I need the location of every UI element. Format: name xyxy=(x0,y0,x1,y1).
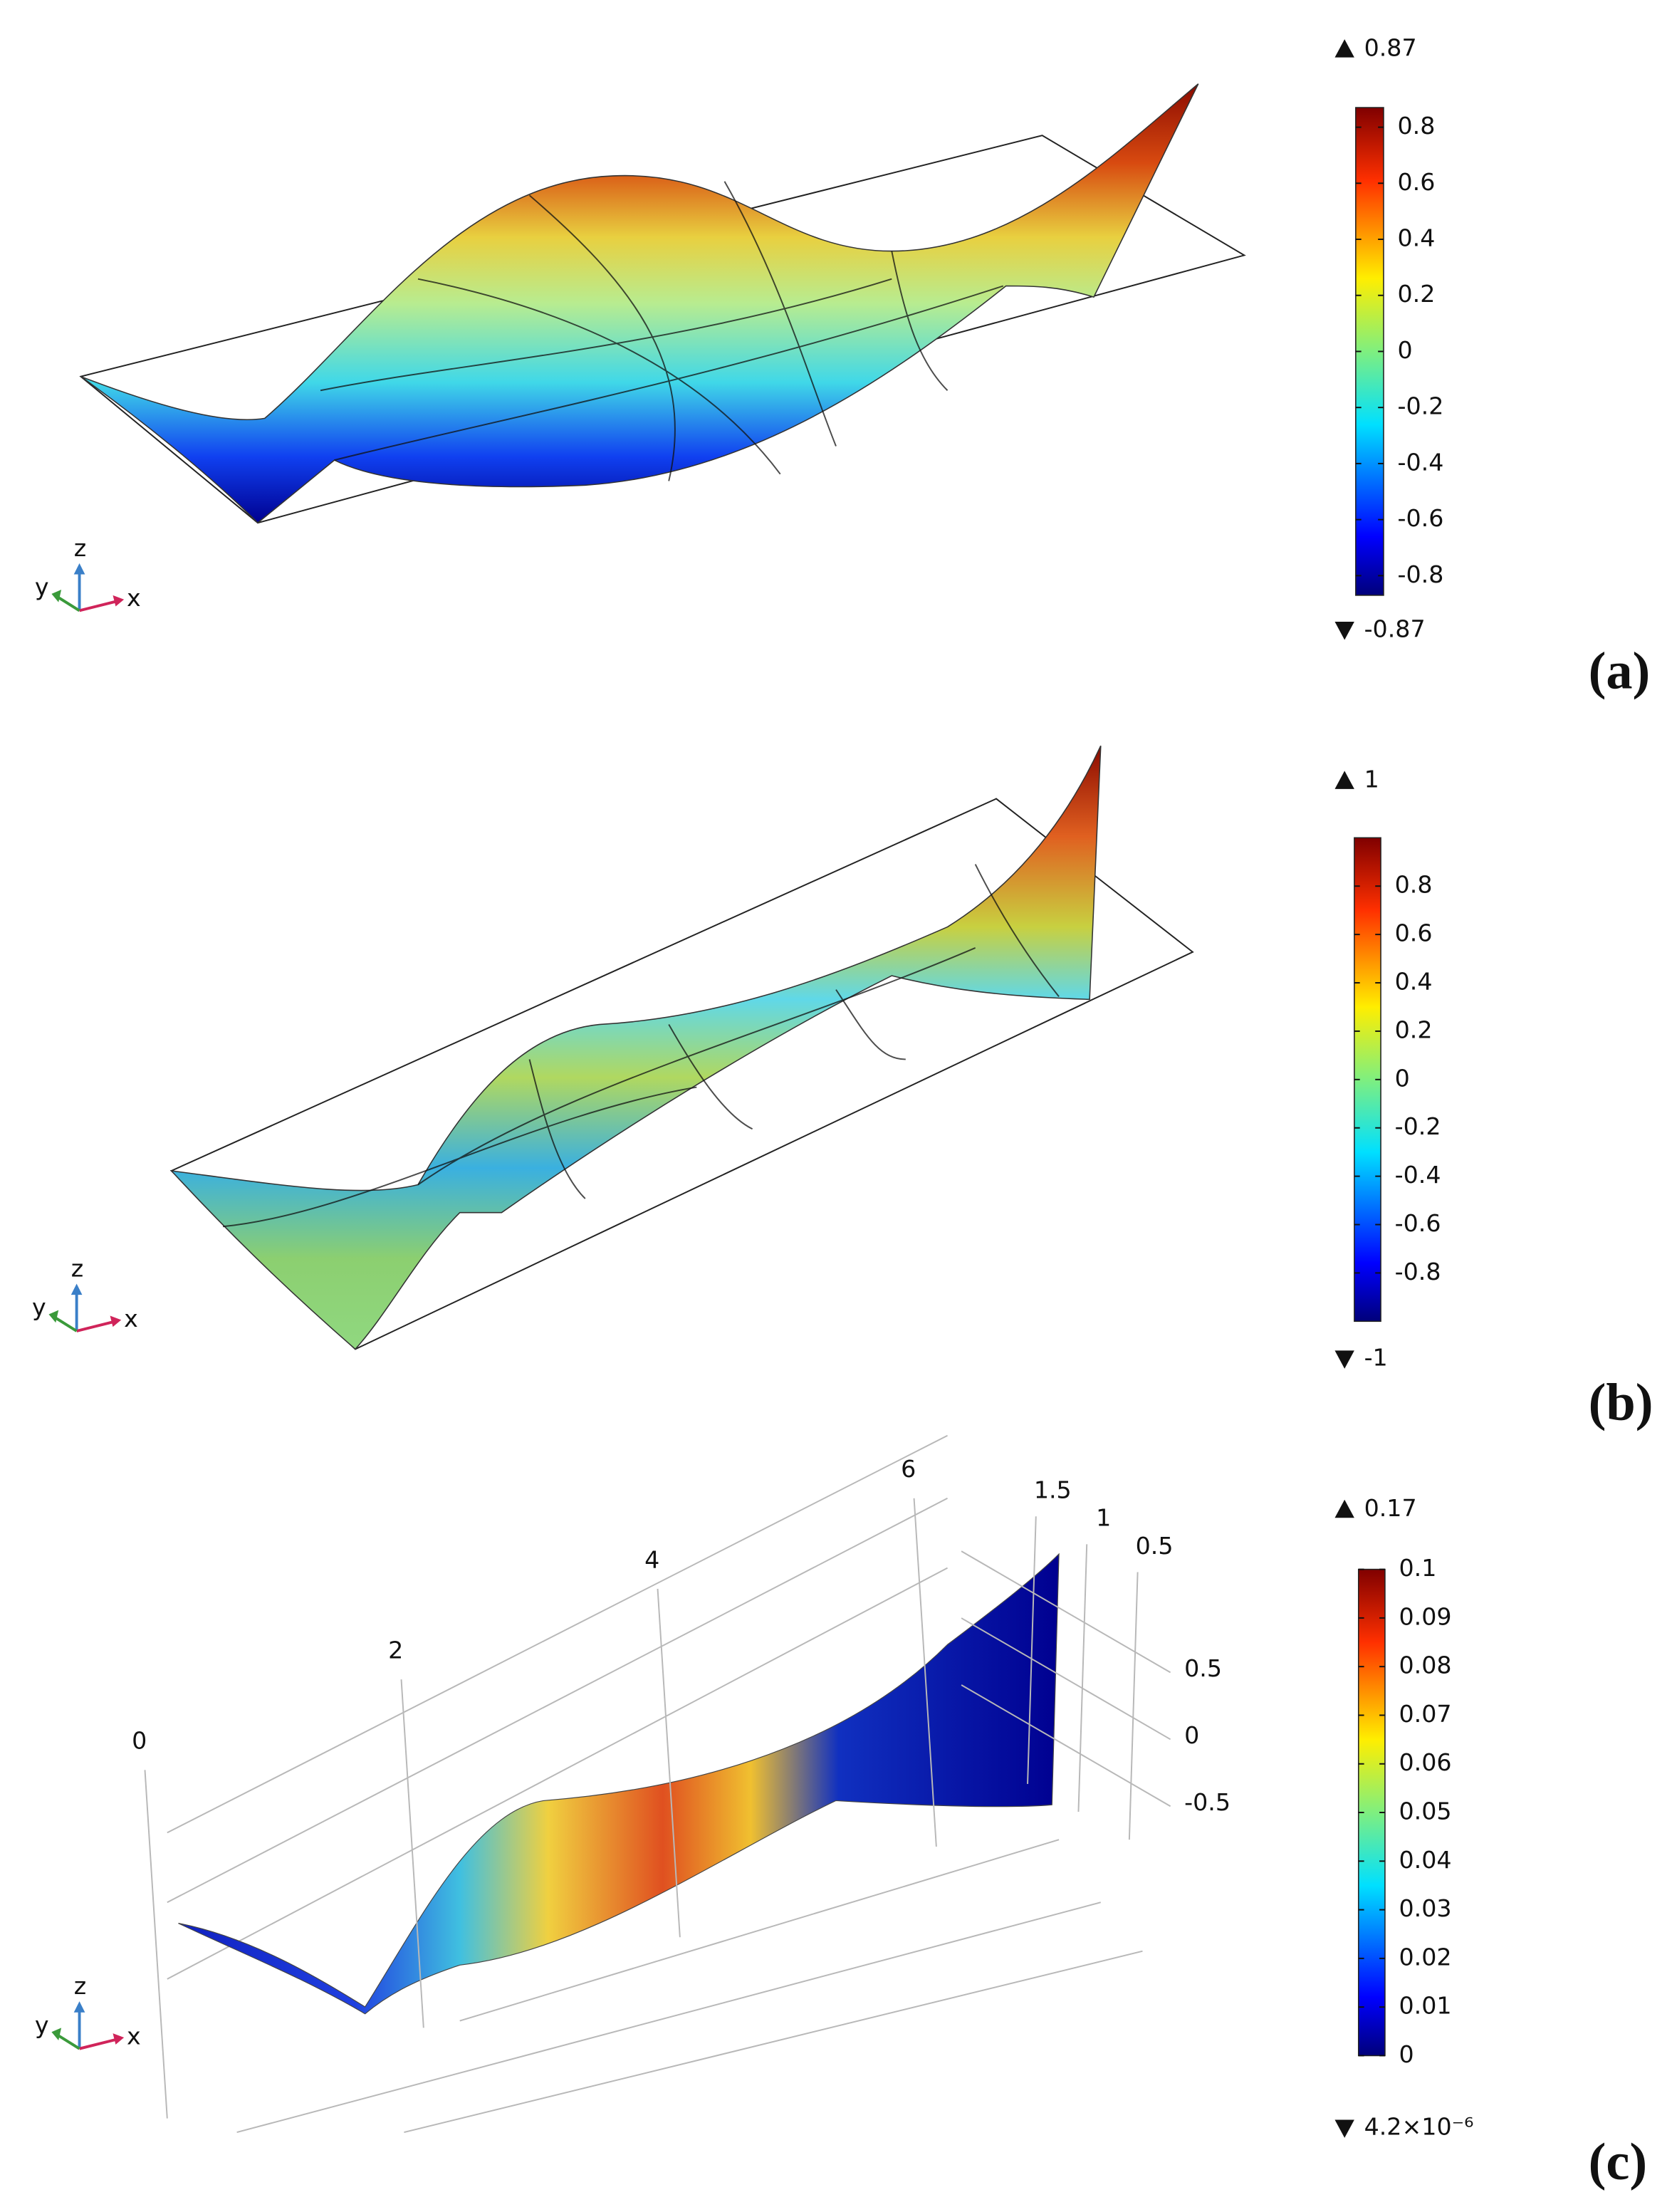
colorbar-tick-label: 0.05 xyxy=(1399,1798,1451,1825)
colorbar-min: 4.2×10⁻⁶ xyxy=(1364,2113,1474,2141)
colorbar-min: -0.87 xyxy=(1364,615,1426,642)
x-tick-label: 6 xyxy=(901,1455,916,1483)
y-tick-label: 1 xyxy=(1096,1504,1111,1532)
colorbar-tick-label: 0.2 xyxy=(1395,1016,1433,1043)
grid-line xyxy=(913,1498,937,1847)
triad-x xyxy=(79,2038,119,2050)
max-marker xyxy=(1334,39,1354,58)
colorbar-tick-label: 0.2 xyxy=(1398,280,1436,308)
min-marker xyxy=(1334,622,1354,640)
triad-x-head xyxy=(113,595,125,607)
colorbar-tick-label: 0 xyxy=(1395,1064,1410,1092)
grid-line xyxy=(961,1550,1171,1674)
min-marker xyxy=(1334,2119,1354,2138)
colorbar-min: -1 xyxy=(1364,1344,1388,1372)
grid-line xyxy=(657,1588,681,1938)
triad-x xyxy=(79,599,119,612)
triad-y-head xyxy=(51,2028,62,2040)
colorbar-tick-label: 0.02 xyxy=(1399,1943,1451,1971)
z-tick-label: 0.5 xyxy=(1184,1654,1222,1682)
surface xyxy=(178,1553,1060,2015)
colorbar-tick-label: 0.4 xyxy=(1398,224,1436,252)
triad-y-label: y xyxy=(32,1293,46,1321)
colorbar-max: 0.87 xyxy=(1364,33,1417,61)
grid-line xyxy=(1077,1544,1088,1812)
max-marker xyxy=(1334,771,1354,789)
min-marker xyxy=(1334,1350,1354,1369)
triad-y-label: y xyxy=(35,573,49,601)
colorbar-tick-label: 0.03 xyxy=(1399,1894,1451,1922)
triad-x-head xyxy=(113,2033,125,2045)
z-tick-label: -0.5 xyxy=(1184,1788,1231,1816)
grid-line xyxy=(144,1770,168,2119)
max-marker xyxy=(1334,1499,1354,1518)
colorbar-tick-label: -0.6 xyxy=(1395,1209,1441,1237)
colorbar-tick-label: 0.6 xyxy=(1398,168,1436,196)
y-tick-label: 1.5 xyxy=(1034,1476,1072,1504)
colorbar-tick-label: 0.06 xyxy=(1399,1748,1451,1776)
triad-z-head xyxy=(73,563,85,575)
triad-z-head xyxy=(73,2001,85,2013)
triad-z-label: z xyxy=(71,1254,83,1282)
colorbar-tick-label: 0.07 xyxy=(1399,1700,1451,1728)
x-tick-label: 4 xyxy=(644,1545,659,1573)
triad-y-label: y xyxy=(35,2011,49,2039)
y-tick-label: 0.5 xyxy=(1136,1532,1174,1560)
colorbar-tick-label: 0.1 xyxy=(1399,1554,1436,1582)
triad-x-label: x xyxy=(124,1305,138,1332)
grid-line xyxy=(961,1617,1171,1741)
triad-z-label: z xyxy=(74,1972,86,2000)
colorbar-tick-label: 0.8 xyxy=(1398,112,1436,140)
colorbar-tick-label: 0 xyxy=(1398,336,1413,364)
grid-line xyxy=(400,1679,424,2028)
axis-grid xyxy=(167,1434,1143,2134)
colorbar-tick-label: 0.08 xyxy=(1399,1652,1451,1679)
grid-line xyxy=(961,1684,1171,1807)
triad-y-head xyxy=(51,590,62,602)
surface xyxy=(80,83,1199,524)
colorbar-tick-label: 0.04 xyxy=(1399,1846,1451,1874)
colorbar-max: 1 xyxy=(1364,766,1379,793)
panel-label: (a) xyxy=(1589,642,1651,700)
triad-y xyxy=(56,595,80,612)
colorbar-tick-label: -0.8 xyxy=(1398,560,1444,588)
triad-x xyxy=(76,1320,116,1332)
triad-x-label: x xyxy=(127,2023,141,2050)
colorbar-tick-label: -0.6 xyxy=(1398,504,1444,532)
triad-x-head xyxy=(110,1315,122,1327)
colorbar-tick-label: 0.4 xyxy=(1395,968,1433,996)
panel-label: (b) xyxy=(1589,1374,1653,1432)
surface xyxy=(169,745,1102,1350)
grid-line xyxy=(1027,1516,1037,1784)
mesh xyxy=(222,864,1060,1228)
triad-x-label: x xyxy=(127,584,141,612)
triad-y xyxy=(53,1315,78,1332)
triad-y-head xyxy=(48,1310,59,1323)
triad-z-label: z xyxy=(74,534,86,562)
colorbar-tick-label: -0.2 xyxy=(1398,392,1444,420)
colorbar-tick-label: 0 xyxy=(1399,2040,1414,2068)
z-tick-label: 0 xyxy=(1184,1721,1199,1749)
x-tick-label: 2 xyxy=(388,1637,403,1664)
colorbar-max: 0.17 xyxy=(1364,1494,1417,1522)
panel-label: (c) xyxy=(1589,2133,1648,2191)
mesh xyxy=(320,181,1004,481)
colorbar-tick-label: -0.8 xyxy=(1395,1258,1441,1285)
colorbar-tick-label: 0.6 xyxy=(1395,919,1433,947)
colorbar-tick-label: 0.09 xyxy=(1399,1602,1451,1630)
colorbar-tick-label: -0.4 xyxy=(1398,448,1444,476)
colorbar-tick-label: 0.01 xyxy=(1399,1992,1451,2020)
x-tick-label: 0 xyxy=(132,1727,147,1755)
grid-line xyxy=(1128,1572,1139,1840)
colorbar-tick-label: -0.2 xyxy=(1395,1112,1441,1140)
triad-z-head xyxy=(70,1283,83,1295)
triad-y xyxy=(56,2033,80,2050)
colorbar-tick-label: -0.4 xyxy=(1395,1161,1441,1189)
colorbar-tick-label: 0.8 xyxy=(1395,871,1433,899)
